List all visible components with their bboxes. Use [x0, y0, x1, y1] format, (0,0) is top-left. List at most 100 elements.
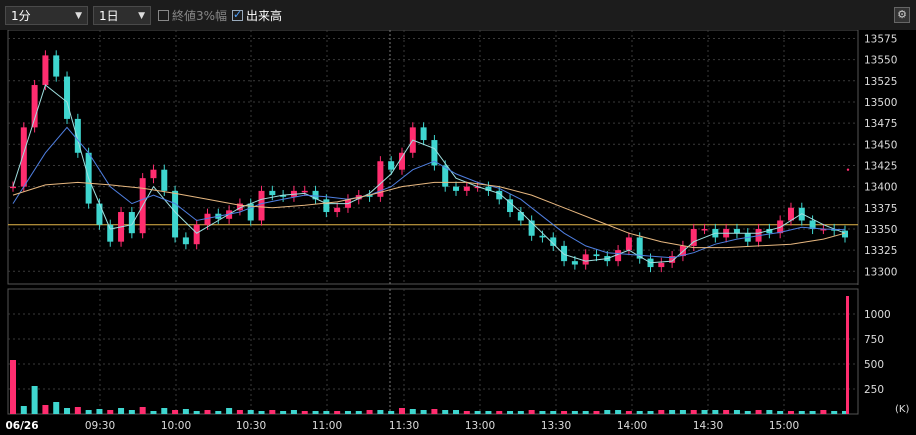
volume-bar	[571, 411, 578, 414]
volume-bar	[507, 411, 514, 414]
candle-body	[420, 127, 427, 141]
time-tick-label: 10:30	[236, 420, 266, 432]
volume-bar	[766, 410, 773, 414]
volume-bar	[787, 411, 794, 414]
price-series	[8, 50, 858, 273]
candle-body	[842, 230, 848, 238]
checkbox-checked-icon	[232, 7, 243, 23]
volume-bar	[215, 411, 222, 414]
candle-body	[366, 195, 373, 197]
moving-average-line	[12, 181, 846, 249]
volume-bar	[723, 410, 730, 414]
volume-bar	[53, 402, 60, 414]
candle-body	[193, 224, 200, 245]
volume-tick-label: 750	[864, 334, 884, 346]
candle-body	[517, 212, 524, 221]
volume-bar	[550, 411, 557, 414]
price-grid	[7, 30, 859, 285]
period-select-value: 1日	[99, 9, 119, 23]
volume-bar	[798, 411, 805, 414]
volume-bar	[118, 408, 125, 414]
candle-body	[733, 228, 740, 234]
candle-body	[507, 199, 514, 213]
candle-body	[485, 186, 492, 191]
candle-body	[64, 76, 71, 119]
time-tick-label: 14:30	[693, 420, 723, 432]
candle-body	[528, 220, 535, 236]
candle-body	[442, 165, 449, 187]
volume-bar	[398, 408, 405, 414]
volume-tick-label: 1000	[864, 309, 891, 321]
candle-body	[150, 169, 157, 179]
candle-body	[107, 224, 114, 242]
volume-bar	[204, 410, 211, 414]
chart-toolbar: 1分 ▼ 1日 ▼ 終値3%幅 出来高 ⚙	[0, 0, 916, 30]
close-3pct-label: 終値3%幅	[172, 9, 228, 23]
volume-bar	[528, 410, 535, 414]
interval-select-value: 1分	[11, 9, 31, 23]
candle-body	[31, 85, 38, 128]
volume-bar	[172, 410, 179, 414]
chevron-down-icon: ▼	[75, 11, 82, 21]
candle-body	[161, 169, 168, 191]
price-tick-label: 13575	[864, 33, 897, 45]
candle-body	[571, 261, 578, 265]
volume-bar	[10, 360, 16, 414]
volume-unit-label: (K)	[895, 404, 909, 415]
candle-body	[42, 55, 49, 86]
volume-bar	[31, 386, 38, 414]
gear-icon[interactable]: ⚙	[894, 7, 910, 23]
moving-average-line	[12, 126, 846, 259]
price-tick-label: 13550	[864, 55, 897, 67]
volume-bar	[258, 411, 265, 414]
volume-bar	[182, 409, 189, 414]
candle-body	[388, 161, 395, 170]
time-axis: 06/26 09:30 10:00 10:30 11:00 11:30 13:00 13:30…	[5, 420, 799, 432]
time-tick-label: 10:00	[161, 420, 191, 432]
volume-bar	[690, 410, 697, 414]
candle-body	[787, 207, 794, 221]
candle-body	[128, 212, 135, 234]
moving-average-line	[12, 84, 846, 264]
volume-bar	[85, 410, 92, 414]
price-marker	[846, 168, 850, 171]
price-tick-label: 13300	[864, 266, 897, 278]
volume-bar	[744, 411, 751, 414]
candle-body	[323, 199, 330, 213]
volume-bar	[777, 411, 784, 414]
candle-body	[453, 186, 460, 191]
volume-bar	[669, 410, 676, 414]
volume-bar	[712, 410, 719, 414]
volume-checkbox[interactable]: 出来高	[232, 7, 282, 24]
price-tick-label: 13500	[864, 97, 897, 109]
candle-body	[236, 203, 243, 211]
volume-bar	[355, 411, 362, 414]
candle-body	[615, 250, 622, 262]
volume-bar	[96, 409, 103, 414]
volume-bar	[377, 410, 384, 414]
candle-body	[431, 140, 438, 166]
candle-body	[766, 228, 773, 234]
candle-body	[820, 228, 827, 231]
candle-body	[280, 195, 287, 197]
interval-select[interactable]: 1分 ▼	[5, 6, 88, 25]
chevron-down-icon: ▼	[138, 11, 145, 21]
candle-body	[658, 262, 665, 268]
time-tick-label: 11:00	[312, 420, 342, 432]
volume-bar	[290, 410, 297, 414]
time-tick-label: 14:00	[617, 420, 647, 432]
volume-bar	[420, 410, 427, 414]
candle-body	[636, 237, 643, 259]
volume-bar	[809, 411, 816, 414]
period-select[interactable]: 1日 ▼	[93, 6, 151, 25]
volume-bar	[312, 411, 319, 414]
close-3pct-checkbox[interactable]: 終値3%幅	[158, 8, 227, 24]
volume-bar	[679, 410, 686, 414]
candle-body	[334, 207, 341, 213]
volume-bar	[593, 411, 600, 414]
candle-body	[539, 235, 546, 238]
time-tick-label: 09:30	[85, 420, 115, 432]
price-axis: 13575 13550 13525 13500 13475 13450 13425 13400…	[864, 33, 897, 278]
volume-bar	[733, 410, 740, 414]
volume-bar	[128, 410, 135, 414]
